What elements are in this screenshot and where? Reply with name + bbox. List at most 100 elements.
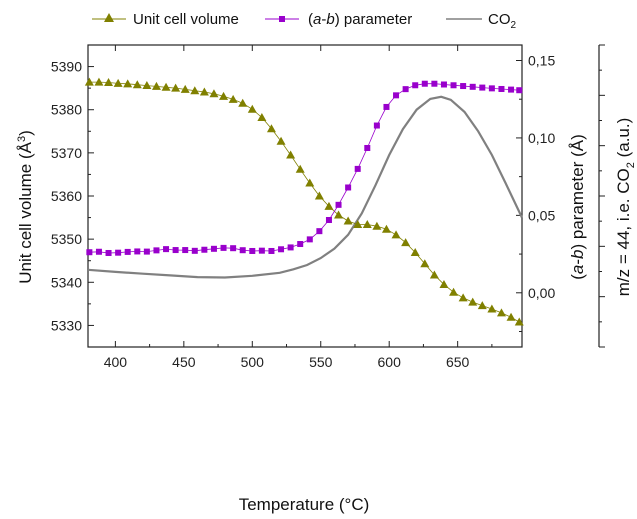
y-right1-tick-label: 0,15 [528, 52, 555, 68]
volume-point [295, 164, 305, 173]
ab-point [153, 247, 160, 254]
x-axis-title: Temperature (°C) [239, 495, 370, 514]
ab-point [134, 248, 141, 255]
ab-point [412, 82, 419, 89]
ab-point [115, 249, 122, 256]
volume-point [314, 191, 324, 200]
ab-point [393, 92, 400, 99]
volume-point [228, 94, 238, 103]
x-tick-label: 450 [172, 354, 196, 370]
y-left-tick-label: 5330 [51, 317, 82, 333]
plot-frame [87, 44, 523, 348]
volume-point [458, 293, 468, 302]
y-right1-tick-label: 0,00 [528, 285, 555, 301]
ab-point [354, 165, 361, 172]
y-left-tick-label: 5390 [51, 59, 82, 75]
volume-point [410, 248, 420, 257]
ab-point [210, 245, 217, 252]
volume-point [190, 86, 200, 95]
ab-line [89, 83, 520, 254]
volume-line [89, 81, 520, 323]
ab-point [306, 236, 313, 243]
y-left-tick-label: 5380 [51, 102, 82, 118]
ab-point [249, 247, 256, 254]
co2-line [87, 95, 523, 279]
ab-point [258, 247, 265, 254]
ab-point [220, 244, 227, 251]
volume-point [257, 112, 267, 121]
series-a-b-parameter [86, 80, 523, 256]
ab-point [335, 201, 342, 208]
volume-point [276, 136, 286, 145]
legend-item-co2: CO2 [446, 11, 517, 31]
legend-item-a-b-parameter: (a-b) parameter [265, 11, 412, 28]
ab-point [191, 247, 198, 254]
volume-point [161, 82, 171, 91]
y-left-axis-title: Unit cell volume (Å3) [16, 130, 35, 284]
ab-point [383, 103, 390, 110]
volume-point [449, 287, 459, 296]
ab-point [182, 247, 189, 254]
ab-point [516, 87, 523, 94]
volume-point [477, 301, 487, 310]
volume-point [362, 219, 372, 228]
volume-point [429, 270, 439, 279]
volume-point [324, 201, 334, 210]
y-right1-tick-label: 0,05 [528, 207, 555, 223]
volume-point [496, 308, 506, 317]
y-left-tick-label: 5350 [51, 231, 82, 247]
volume-point [487, 304, 497, 313]
ab-point [450, 82, 457, 89]
ab-point [460, 83, 467, 90]
volume-point [104, 78, 114, 87]
volume-point [353, 219, 363, 228]
ab-point [287, 244, 294, 251]
ab-point [402, 86, 409, 93]
y-right1-axis-title: (a-b) parameter (Å) [568, 134, 587, 280]
ab-point [172, 247, 179, 254]
ab-point [373, 122, 380, 129]
ab-point [325, 217, 332, 224]
volume-point [391, 230, 401, 239]
volume-point [199, 87, 209, 96]
ab-point [239, 247, 246, 254]
ab-point [230, 245, 237, 252]
volume-point [113, 78, 123, 87]
volume-point [439, 279, 449, 288]
legend-marker-ab [279, 16, 285, 22]
y-left-tick-label: 5340 [51, 274, 82, 290]
ab-point [124, 248, 131, 255]
volume-point [94, 77, 104, 86]
volume-point [209, 89, 219, 98]
volume-point [401, 238, 411, 247]
volume-point [132, 80, 142, 89]
legend-label-volume: Unit cell volume [133, 11, 239, 28]
volume-point [372, 221, 382, 230]
legend-marker-volume [104, 13, 114, 22]
volume-point [334, 210, 344, 219]
ab-point [431, 80, 438, 87]
volume-point [171, 83, 181, 92]
legend-label-ab: (a-b) parameter [308, 11, 412, 28]
volume-point [266, 124, 276, 133]
ab-point [278, 246, 285, 253]
volume-point [305, 178, 315, 187]
ab-point [143, 248, 150, 255]
ab-point [297, 241, 304, 248]
x-tick-label: 600 [378, 354, 402, 370]
legend-label-co2: CO2 [488, 11, 517, 31]
ab-point [440, 81, 447, 88]
volume-point [468, 297, 478, 306]
ab-point [508, 86, 515, 93]
volume-point [506, 312, 516, 321]
x-tick-label: 400 [104, 354, 128, 370]
volume-point [84, 77, 94, 86]
ab-point [345, 184, 352, 191]
ab-point [163, 246, 170, 253]
volume-point [180, 84, 190, 93]
y-left-tick-label: 5360 [51, 188, 82, 204]
volume-point [247, 104, 257, 113]
legend: Unit cell volume (a-b) parameter CO2 [92, 11, 517, 31]
ab-point [316, 228, 323, 235]
